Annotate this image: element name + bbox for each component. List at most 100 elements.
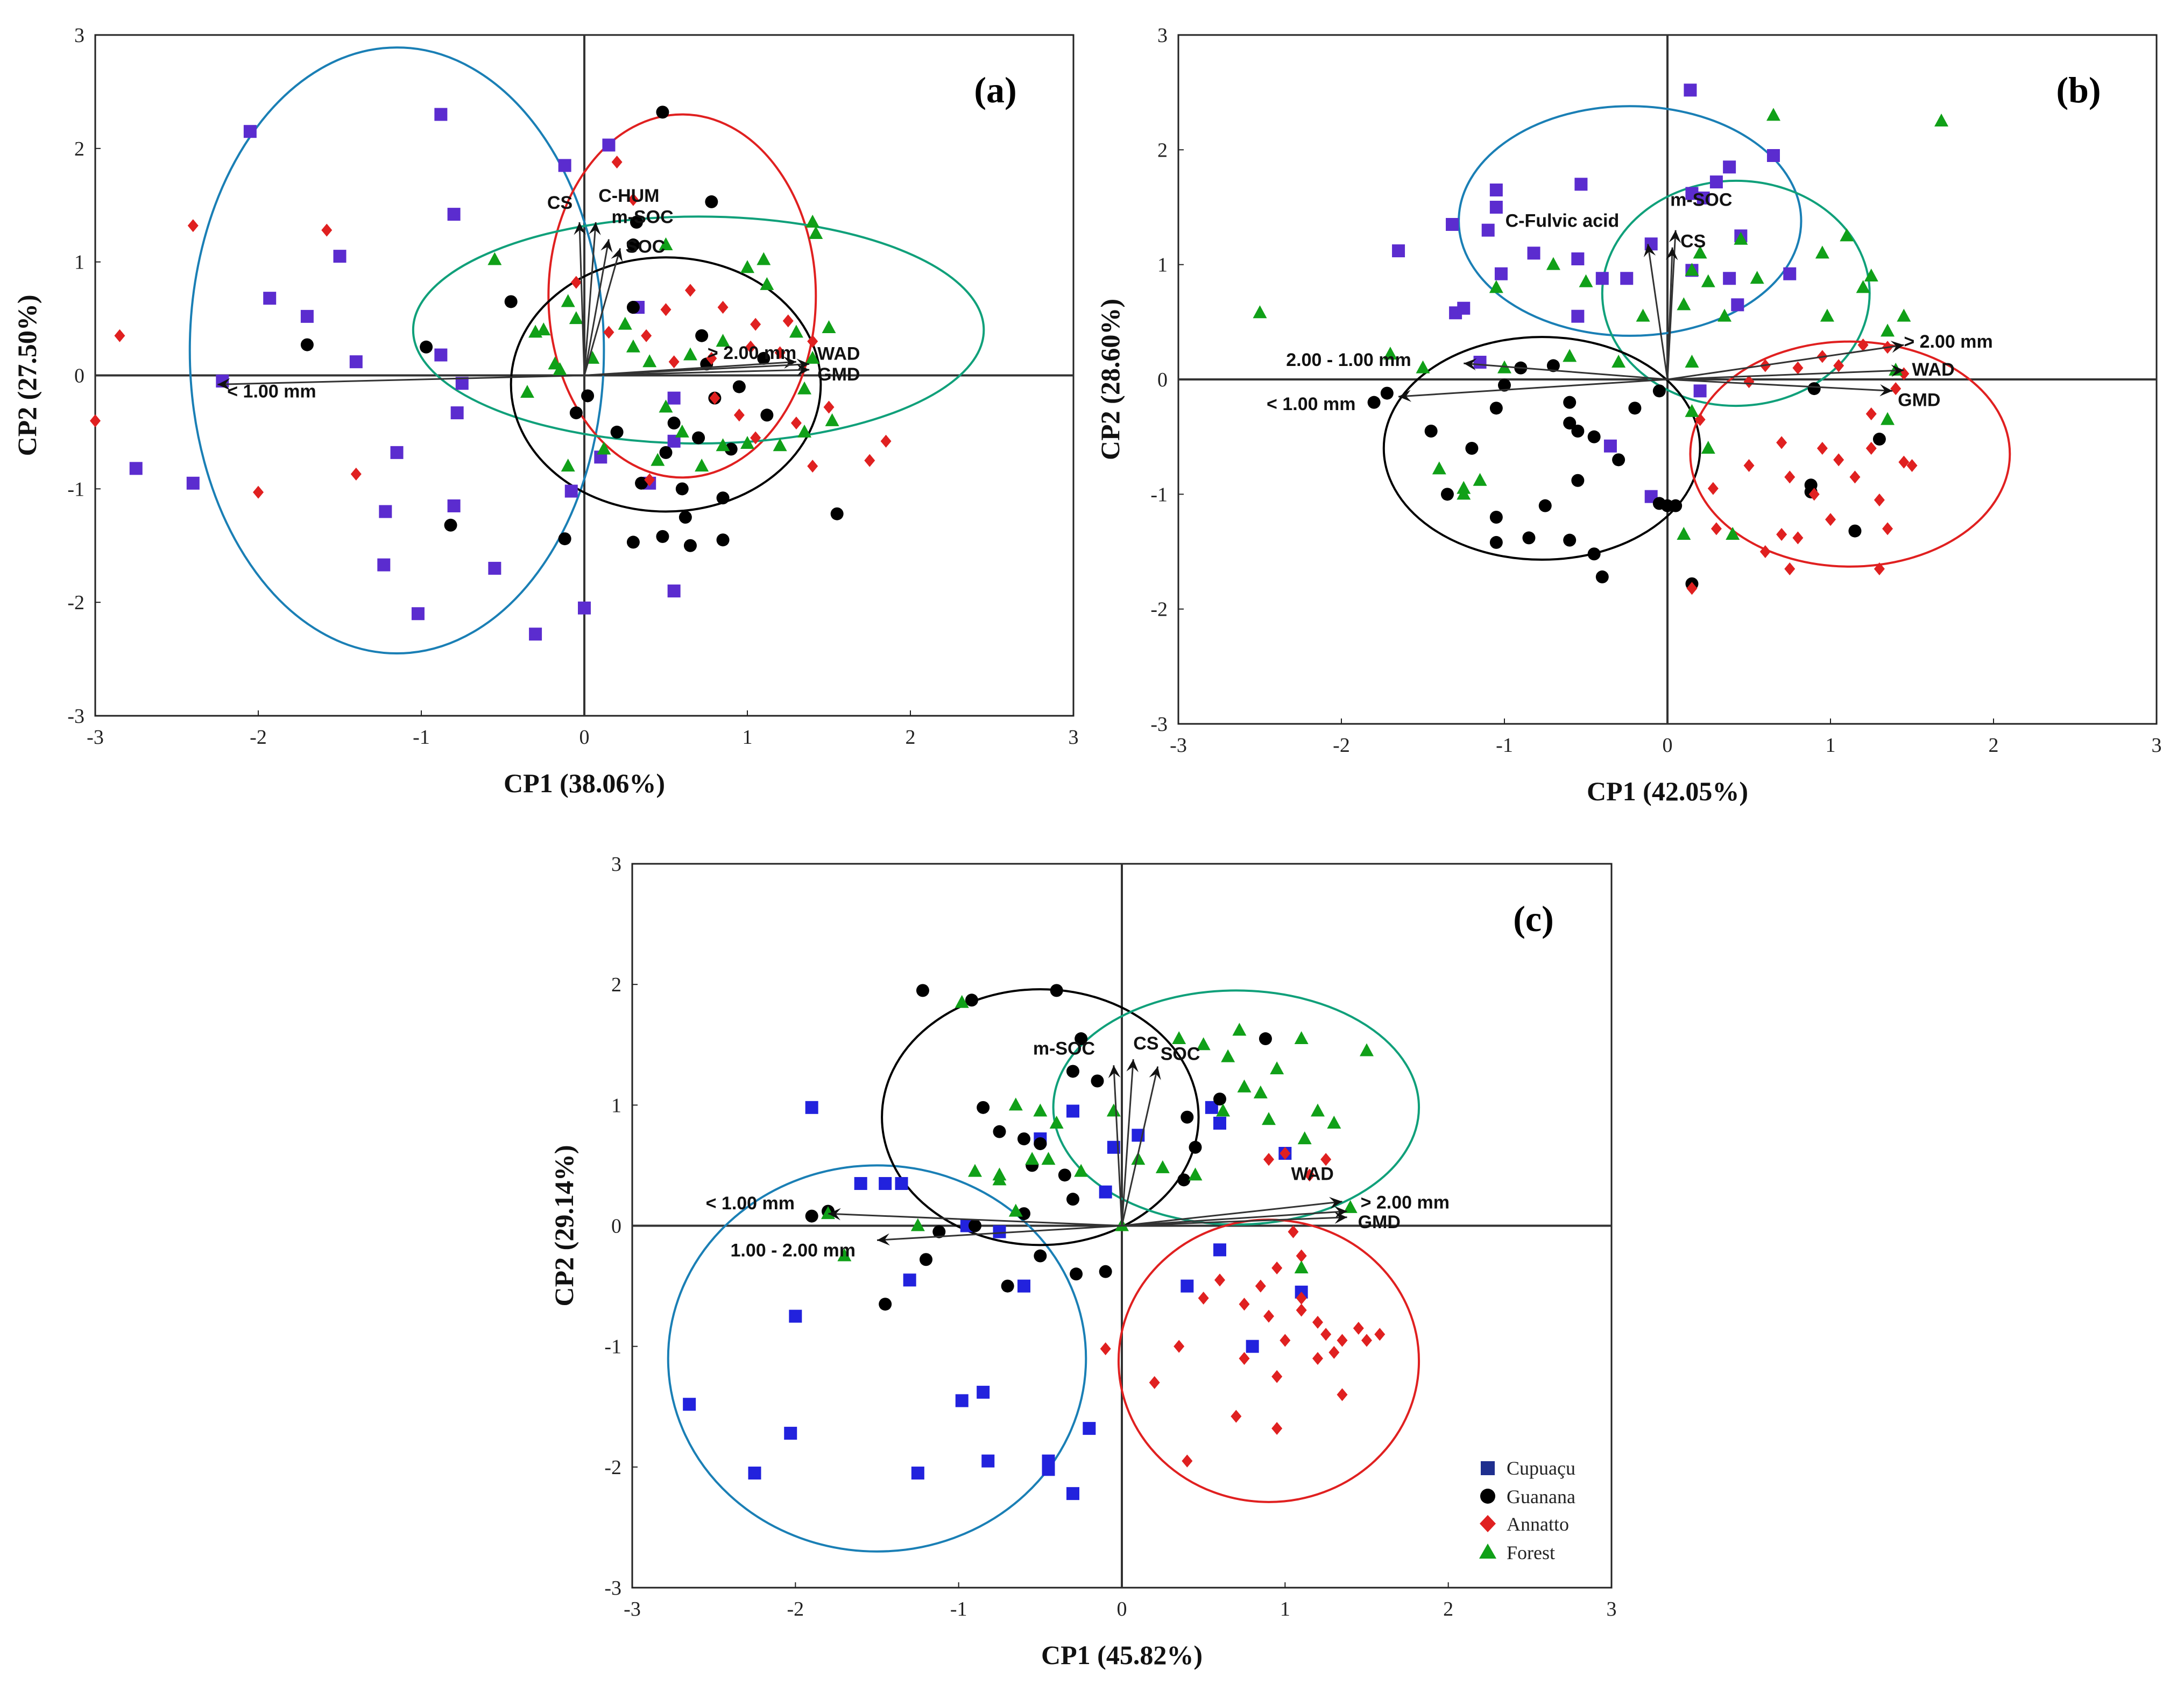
data-point — [955, 995, 969, 1008]
loading-vector — [578, 222, 585, 376]
x-tick-label: -3 — [87, 726, 104, 749]
loading-vector — [1121, 1059, 1134, 1226]
series-annatto — [1686, 339, 1918, 595]
data-point — [1817, 442, 1828, 455]
data-point — [825, 413, 839, 426]
data-point — [1066, 1104, 1079, 1118]
data-point — [1213, 1243, 1226, 1257]
data-point — [809, 226, 823, 239]
data-point — [1693, 245, 1707, 259]
x-tick-label: -2 — [1333, 734, 1350, 757]
vector-label: > 2.00 mm — [1904, 332, 1992, 352]
data-point — [1296, 1304, 1307, 1317]
data-point — [1571, 252, 1585, 265]
data-point — [955, 1394, 969, 1407]
data-point — [553, 362, 567, 375]
data-point — [1034, 1137, 1047, 1151]
x-tick-label: 2 — [906, 726, 916, 749]
x-tick-label: 1 — [1280, 1598, 1290, 1620]
data-point — [1327, 1115, 1341, 1129]
data-point — [1181, 1110, 1194, 1124]
data-point — [667, 584, 681, 598]
data-point — [487, 252, 502, 265]
y-tick-label: -2 — [67, 591, 84, 614]
data-point — [1898, 455, 1910, 469]
panel-label: (b) — [2056, 69, 2101, 110]
data-point — [627, 193, 639, 206]
data-point — [667, 391, 681, 405]
loading-vector — [584, 369, 810, 376]
series-annatto — [90, 156, 892, 499]
data-point — [830, 507, 844, 520]
x-tick-label: 1 — [1826, 734, 1836, 757]
y-tick-label: -1 — [1150, 483, 1168, 506]
data-point — [656, 530, 669, 543]
vector-arrowhead — [1398, 390, 1412, 402]
panel-a-biplot: -3 -2 -1 0 1 2 3 -3 -2 -1 0 1 2 3 CP1 (38.06%) CP2 (27.… — [12, 24, 1079, 798]
x-axis-title: CP1 (45.82%) — [1041, 1640, 1203, 1670]
legend-marker-cupuacu — [1481, 1461, 1495, 1475]
vector-label: C-Fulvic acid — [1506, 210, 1620, 231]
data-point — [644, 473, 655, 487]
data-point — [1253, 305, 1267, 319]
loading-vector — [583, 248, 621, 376]
data-point — [773, 438, 787, 452]
vector-arrowhead — [1891, 364, 1904, 377]
loading-vector — [877, 1225, 1122, 1241]
data-point — [659, 237, 673, 251]
data-point — [717, 301, 729, 314]
data-point — [1571, 425, 1585, 438]
data-point — [1213, 1093, 1226, 1106]
data-point — [253, 485, 264, 499]
data-point — [1320, 1153, 1332, 1166]
legend-label-annatto: Annatto — [1507, 1513, 1569, 1535]
vector-arrowhead — [1643, 244, 1656, 258]
data-point — [910, 1218, 925, 1231]
vector-label: CS — [1680, 231, 1706, 252]
data-point — [977, 1385, 990, 1399]
data-point — [1882, 522, 1893, 536]
data-point — [750, 318, 761, 331]
x-tick-label: -1 — [413, 726, 430, 749]
data-point — [1612, 453, 1625, 467]
data-point — [1825, 513, 1836, 526]
vector-arrowhead — [1464, 358, 1477, 371]
legend-marker-forest — [1479, 1544, 1496, 1559]
loading-vector — [1113, 1065, 1123, 1226]
data-point — [618, 316, 632, 330]
data-point — [760, 277, 774, 290]
loading-vector — [1667, 378, 1893, 392]
data-point — [659, 399, 673, 413]
data-point — [864, 454, 875, 467]
y-tick-label: 1 — [1157, 254, 1168, 277]
loading-vector — [1667, 369, 1904, 381]
data-point — [561, 459, 575, 472]
data-point — [683, 539, 697, 552]
data-point — [1792, 531, 1804, 545]
data-point — [805, 1209, 818, 1223]
data-point — [1685, 404, 1699, 417]
data-point — [969, 1219, 981, 1232]
data-point — [1034, 1249, 1047, 1263]
data-point — [1776, 528, 1787, 541]
data-point — [1259, 1032, 1272, 1046]
data-point — [1106, 1103, 1121, 1117]
data-point — [977, 1101, 990, 1114]
data-point — [790, 417, 802, 430]
vector-label: WAD — [817, 343, 860, 364]
data-point — [1149, 1376, 1160, 1389]
data-point — [732, 380, 746, 393]
data-point — [1050, 984, 1063, 997]
data-point — [1457, 481, 1471, 494]
series-cupuacu — [1392, 83, 1797, 503]
data-point — [1489, 280, 1503, 293]
loading-vector — [583, 239, 610, 376]
vector-label: WAD — [1912, 360, 1954, 380]
data-point — [488, 561, 501, 575]
data-point — [1367, 396, 1381, 409]
data-point — [993, 1125, 1006, 1138]
data-point — [797, 424, 812, 438]
data-point — [1833, 453, 1844, 467]
data-point — [1677, 297, 1691, 311]
data-point — [1343, 1200, 1358, 1213]
